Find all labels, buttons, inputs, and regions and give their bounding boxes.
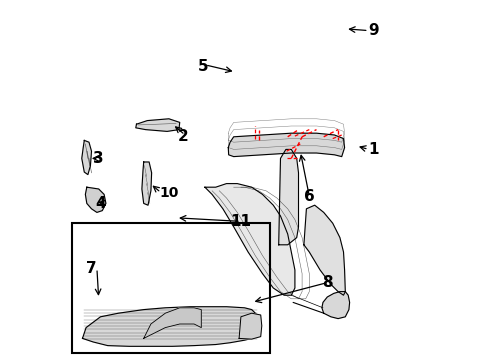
Text: 4: 4 xyxy=(95,196,106,211)
Polygon shape xyxy=(204,184,294,295)
Text: 1: 1 xyxy=(368,142,378,157)
Polygon shape xyxy=(81,140,91,175)
Polygon shape xyxy=(228,133,344,157)
Polygon shape xyxy=(85,187,106,212)
Text: 11: 11 xyxy=(230,214,251,229)
Polygon shape xyxy=(303,205,345,295)
Text: 9: 9 xyxy=(368,23,379,38)
Polygon shape xyxy=(278,149,298,245)
Polygon shape xyxy=(321,292,349,319)
Text: 8: 8 xyxy=(321,275,332,290)
Text: 3: 3 xyxy=(93,151,104,166)
Polygon shape xyxy=(239,313,261,339)
Polygon shape xyxy=(82,307,258,346)
Text: 6: 6 xyxy=(304,189,314,204)
Bar xyxy=(72,223,269,353)
Polygon shape xyxy=(143,308,201,338)
Polygon shape xyxy=(142,162,151,205)
Text: 5: 5 xyxy=(197,59,208,74)
Text: 2: 2 xyxy=(178,129,188,144)
Text: 10: 10 xyxy=(160,186,179,199)
Polygon shape xyxy=(136,119,179,131)
Text: 7: 7 xyxy=(86,261,97,276)
